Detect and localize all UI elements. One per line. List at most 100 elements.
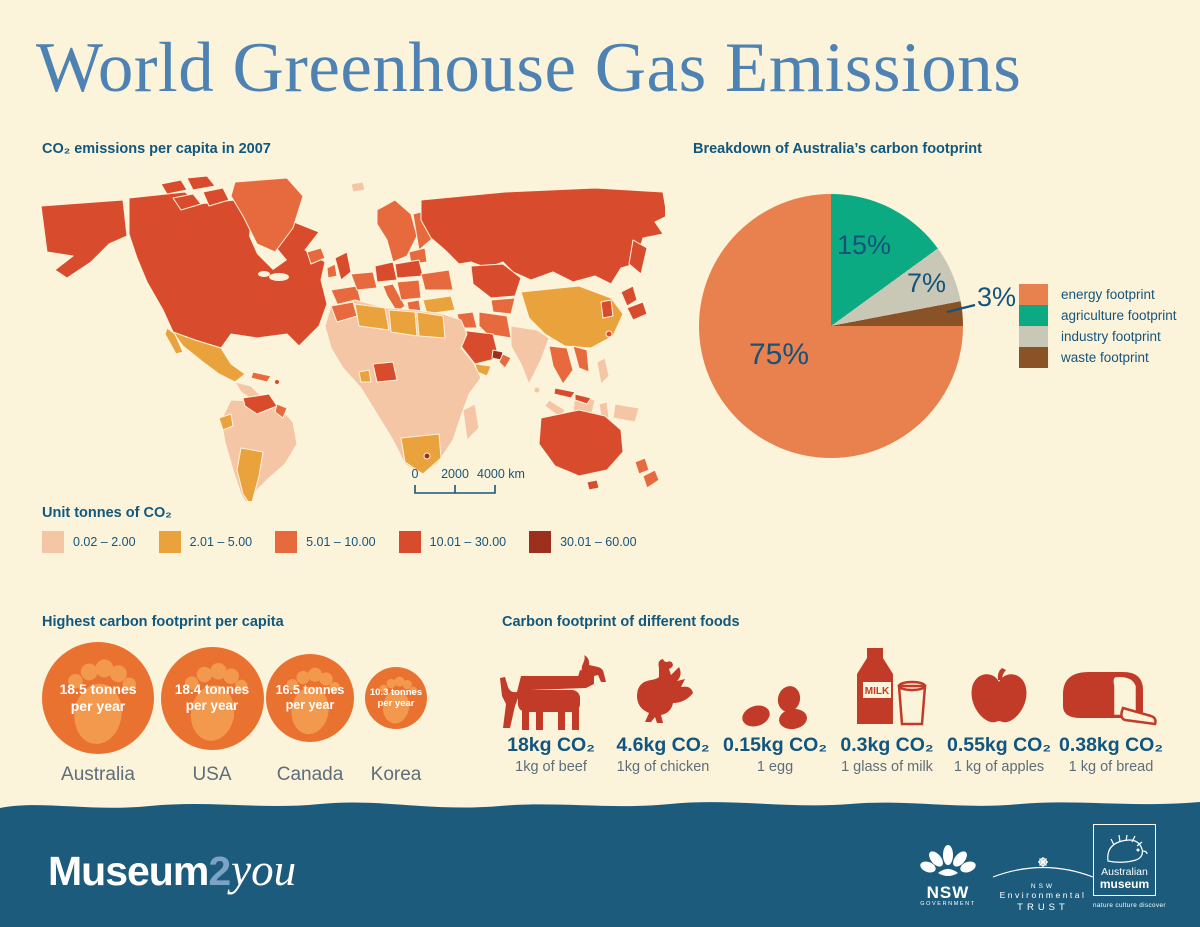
- map-legend-title: Unit tonnes of CO₂: [42, 505, 172, 521]
- apple-icon: [967, 636, 1031, 730]
- footprint-amount: 10.3 tonnes: [369, 686, 423, 698]
- footprint-item-australia: 18.5 tonnes per year Australia: [36, 638, 160, 786]
- food-value: 0.55kg CO₂: [946, 734, 1052, 756]
- museum-tagline: nature culture discover: [1093, 902, 1166, 909]
- brand-part-museum: Museum: [48, 848, 209, 894]
- pie-swatch-industry: [1019, 326, 1048, 347]
- footprint-icon: [68, 659, 137, 744]
- trust-line-environmental: Environmental: [999, 890, 1087, 900]
- pie-legend-row: waste footprint: [1019, 347, 1177, 368]
- museum2you-logo: Museum2you: [48, 844, 296, 896]
- australian-museum-logo: Australian museum nature culture discove…: [1093, 824, 1166, 909]
- food-item-apple: 0.55kg CO₂ 1 kg of apples: [943, 636, 1055, 775]
- country-label: USA: [192, 764, 232, 785]
- environmental-trust-logo: NSW Environmental TRUST: [988, 856, 1098, 913]
- page-title: World Greenhouse Gas Emissions: [36, 29, 1022, 107]
- legend-swatch-4: [398, 531, 421, 553]
- pie-swatch-agriculture: [1019, 305, 1048, 326]
- foods-heading: Carbon footprint of different foods: [502, 614, 740, 630]
- footprint-icon: [379, 676, 418, 724]
- world-map-svg: [40, 175, 668, 509]
- food-value: 0.38kg CO₂: [1058, 734, 1164, 756]
- cow-icon: [496, 636, 606, 730]
- food-item-beef: 18kg CO₂ 1kg of beef: [495, 636, 607, 775]
- footprint-icon: [184, 662, 247, 741]
- footprint-amount: 18.4 tonnes: [174, 682, 250, 698]
- pie-label-agriculture: 15%: [837, 230, 892, 260]
- nsw-logo-sub: GOVERNMENT: [920, 901, 976, 907]
- footprint-circle: 18.5 tonnes per year: [42, 642, 154, 754]
- food-value: 0.3kg CO₂: [840, 734, 934, 756]
- footprint-value: 10.3 tonnes per year: [365, 667, 427, 729]
- food-item-bread: 0.38kg CO₂ 1 kg of bread: [1055, 636, 1167, 775]
- chicken-icon: [631, 636, 695, 730]
- pie-swatch-energy: [1019, 284, 1048, 305]
- footprint-amount: 16.5 tonnes: [275, 683, 345, 698]
- legend-item: 2.01 – 5.00: [158, 531, 253, 553]
- pie-legend-row: agriculture footprint: [1019, 305, 1177, 326]
- legend-item: 0.02 – 2.00: [42, 531, 136, 553]
- brand-part-you: you: [231, 845, 297, 895]
- trust-arc-icon: [992, 857, 1094, 878]
- world-choropleth-map: [35, 175, 668, 509]
- food-value: 18kg CO₂: [507, 734, 595, 756]
- museum-line-2: museum: [1099, 877, 1150, 892]
- pie-legend-label-agriculture: agriculture footprint: [1061, 308, 1177, 323]
- waratah-icon: [920, 845, 976, 876]
- food-label: 1kg of beef: [515, 759, 587, 775]
- footprint-value: 18.4 tonnes per year: [161, 647, 264, 750]
- footprint-unit: per year: [185, 698, 239, 713]
- map-scale-bar: 0 2000 4000 km: [412, 467, 525, 494]
- country-label: Australia: [61, 764, 135, 785]
- legend-swatch-5: [529, 531, 552, 553]
- footprint-unit: per year: [377, 698, 415, 709]
- food-item-chicken: 4.6kg CO₂ 1kg of chicken: [607, 636, 719, 775]
- bread-icon: [1059, 636, 1163, 730]
- pie-label-industry: 7%: [907, 268, 947, 298]
- scale-tick-4000: 4000 km: [477, 467, 525, 481]
- footprint-comparison: 18.5 tonnes per year Australia 18.4 tonn…: [36, 638, 436, 786]
- food-label: 1kg of chicken: [616, 759, 710, 775]
- food-value: 0.15kg CO₂: [722, 734, 828, 756]
- legend-label-2: 2.01 – 5.00: [189, 535, 253, 549]
- map-heading: CO₂ emissions per capita in 2007: [42, 141, 271, 157]
- footprint-unit: per year: [285, 698, 335, 712]
- pie-label-energy: 75%: [749, 338, 810, 371]
- footprint-item-korea: 10.3 tonnes per year Korea: [356, 638, 436, 786]
- trust-line-trust: TRUST: [1017, 902, 1069, 913]
- footprint-circle: 10.3 tonnes per year: [365, 667, 427, 729]
- pie-legend-label-waste: waste footprint: [1061, 350, 1149, 365]
- footprint-value: 16.5 tonnes per year: [266, 654, 354, 742]
- map-legend: 0.02 – 2.00 2.01 – 5.00 5.01 – 10.00 10.…: [42, 531, 660, 553]
- scale-bracket: [414, 485, 496, 494]
- trust-line-nsw: NSW: [1030, 883, 1056, 890]
- footprint-unit: per year: [70, 698, 126, 714]
- museum-line-1: Australian: [1101, 865, 1148, 878]
- scale-tick-2000: 2000: [441, 467, 469, 481]
- pie-legend-row: industry footprint: [1019, 326, 1177, 347]
- food-label: 1 egg: [756, 759, 794, 775]
- museum-box: Australian museum: [1093, 824, 1156, 896]
- legend-label-3: 5.01 – 10.00: [306, 535, 376, 549]
- echidna-icon: [1106, 834, 1148, 863]
- food-label: 1 glass of milk: [841, 759, 933, 775]
- pie-swatch-waste: [1019, 347, 1048, 368]
- pie-legend-row: energy footprint: [1019, 284, 1177, 305]
- footprint-amount: 18.5 tonnes: [59, 681, 137, 698]
- footprint-item-canada: 16.5 tonnes per year Canada: [264, 638, 356, 786]
- footer: Museum2you NSW GOVERNMENT: [0, 802, 1200, 927]
- nsw-government-logo: NSW GOVERNMENT: [905, 843, 991, 907]
- legend-item: 10.01 – 30.00: [398, 531, 506, 553]
- nsw-logo-name: NSW: [926, 883, 970, 902]
- pie-legend-label-energy: energy footprint: [1061, 287, 1155, 302]
- scale-tick-0: 0: [412, 467, 419, 481]
- legend-label-1: 0.02 – 2.00: [73, 535, 136, 549]
- legend-swatch-2: [158, 531, 181, 553]
- pie-legend-label-industry: industry footprint: [1061, 329, 1161, 344]
- legend-swatch-3: [275, 531, 298, 553]
- country-label: Korea: [370, 764, 422, 785]
- pie-chart: [699, 194, 963, 458]
- pie-legend: energy footprint agriculture footprint i…: [1019, 284, 1177, 368]
- legend-label-5: 30.01 – 60.00: [560, 535, 637, 549]
- legend-item: 5.01 – 10.00: [275, 531, 376, 553]
